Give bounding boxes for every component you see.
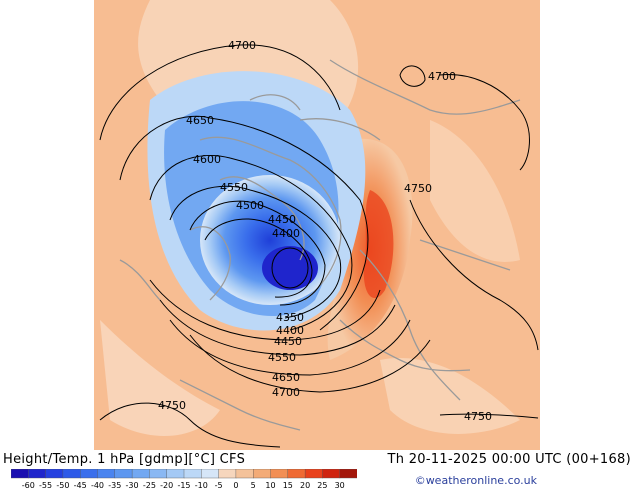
legend-swatches (11, 469, 357, 479)
legend-swatch (131, 469, 150, 479)
contour-label: 4700 (272, 386, 300, 399)
contours (99, 44, 539, 448)
legend-swatch (114, 469, 133, 479)
legend-swatch (287, 469, 306, 479)
map-datetime: Th 20-11-2025 00:00 UTC (00+168) (387, 452, 631, 467)
contour-label: 4500 (236, 199, 264, 212)
legend-swatch (270, 469, 289, 479)
contour-label: 4450 (268, 213, 296, 226)
legend-swatch (28, 469, 47, 479)
legend-swatch (183, 469, 202, 479)
contour-label: 4600 (193, 153, 221, 166)
legend-tick-label: 0 (233, 481, 238, 489)
legend-swatch (339, 469, 357, 479)
legend-tick-label: -45 (74, 481, 87, 489)
contour-label: 4700 (228, 39, 256, 52)
contour-label: 4750 (158, 399, 186, 412)
legend-tick-label: -25 (143, 481, 156, 489)
cold-vortex-core (200, 175, 340, 305)
legend-swatch (201, 469, 220, 479)
contour-label: 4400 (272, 227, 300, 240)
contour-label: 4650 (272, 371, 300, 384)
light-warm-region-south (100, 320, 220, 437)
light-warm-region-east (430, 120, 520, 262)
legend-tick-label: 5 (251, 481, 256, 489)
contour-labels: 4700 4700 4650 4600 4550 4500 4450 4400 … (158, 39, 492, 423)
contour-label: 4750 (404, 182, 432, 195)
legend-tick-label: 25 (317, 481, 327, 489)
legend-tick-label: 20 (300, 481, 310, 489)
legend-swatch (79, 469, 98, 479)
legend-tick-label: -55 (39, 481, 52, 489)
map-left-margin (0, 0, 94, 450)
legend-swatch (97, 469, 116, 479)
legend-swatch (166, 469, 185, 479)
color-legend: -60 -55 -50 -45 -40 -35 -30 -25 -20 -15 -10 -5 0 5 10 1… (11, 469, 357, 489)
legend-tick-label: -15 (177, 481, 190, 489)
contour-label: 4750 (464, 410, 492, 423)
contour-label: 4700 (428, 70, 456, 83)
legend-swatch (62, 469, 81, 479)
legend-tick-label: -50 (56, 481, 69, 489)
contour-label: 4350 (276, 311, 304, 324)
legend-tick-label: 15 (283, 481, 293, 489)
legend-tick-label: 10 (265, 481, 275, 489)
contour-label: 4450 (274, 335, 302, 348)
legend-tick-label: -35 (108, 481, 121, 489)
legend-tick-label: -20 (160, 481, 173, 489)
map-title: Height/Temp. 1 hPa [gdmp][°C] CFS (3, 452, 246, 467)
contour-label: 4650 (186, 114, 214, 127)
legend-swatch (149, 469, 168, 479)
legend-tick-label: 30 (335, 481, 345, 489)
coastlines (119, 59, 521, 431)
credit-link[interactable]: ©weatheronline.co.uk (414, 474, 537, 487)
legend-swatch (218, 469, 237, 479)
contour-label: 4400 (276, 324, 304, 337)
legend-swatch (322, 469, 341, 479)
legend-swatch (11, 469, 29, 479)
legend-swatch (304, 469, 323, 479)
contour-label: 4550 (220, 181, 248, 194)
legend-tick-label: -40 (91, 481, 104, 489)
cold-vortex-center (262, 246, 318, 290)
legend-tick-label: -5 (215, 481, 223, 489)
map-canvas: 4700 4700 4650 4600 4550 4500 4450 4400 … (0, 0, 634, 450)
legend-tick-label: -30 (126, 481, 139, 489)
light-warm-region-se (380, 358, 520, 434)
legend-tick-label: -60 (22, 481, 35, 489)
legend-swatch (235, 469, 254, 479)
legend-swatch (45, 469, 64, 479)
contour-label: 4550 (268, 351, 296, 364)
warm-core (363, 190, 394, 299)
legend-ticks: -60 -55 -50 -45 -40 -35 -30 -25 -20 -15 -10 -5 0 5 10 1… (22, 481, 345, 489)
map-right-margin (540, 0, 634, 450)
legend-swatch (252, 469, 271, 479)
legend-tick-label: -10 (195, 481, 208, 489)
